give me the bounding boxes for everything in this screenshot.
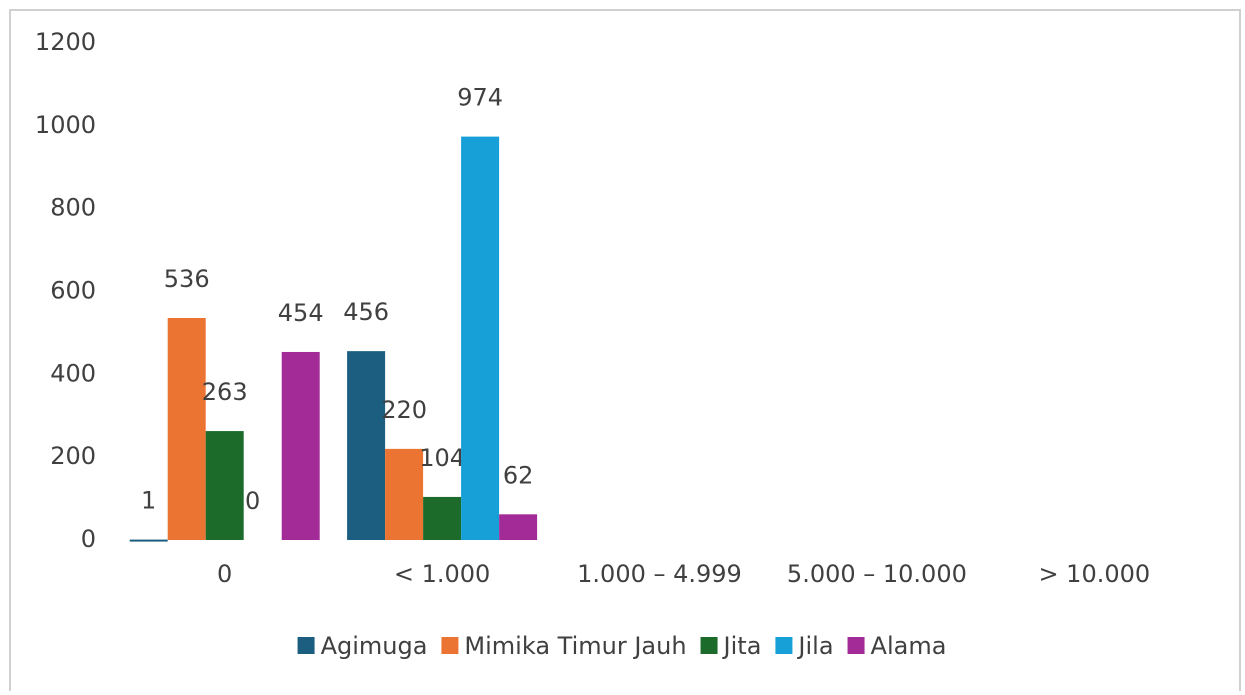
y-tick-label: 1200 — [35, 28, 96, 56]
x-tick-label: 0 — [217, 560, 232, 588]
legend-swatch — [775, 637, 793, 654]
data-label: 0 — [245, 487, 260, 515]
bar — [499, 514, 538, 540]
legend-label: Jita — [722, 632, 762, 660]
data-label: 536 — [164, 265, 210, 293]
bar — [205, 431, 244, 540]
y-tick-label: 0 — [81, 525, 96, 553]
data-label: 263 — [202, 378, 248, 406]
bar — [385, 448, 424, 540]
data-label: 220 — [381, 396, 427, 424]
x-tick-label: 5.000 – 10.000 — [787, 560, 967, 588]
data-label: 974 — [457, 84, 503, 112]
y-tick-label: 400 — [50, 359, 96, 387]
chart-frame — [9, 9, 1241, 695]
legend-label: Agimuga — [321, 632, 428, 660]
x-tick-label: < 1.000 — [394, 560, 490, 588]
y-tick-label: 600 — [50, 277, 96, 305]
data-label: 104 — [419, 444, 465, 472]
legend-swatch — [441, 637, 459, 654]
x-tick-label: 1.000 – 4.999 — [577, 560, 742, 588]
legend-label: Jila — [796, 632, 833, 660]
bar — [461, 136, 500, 540]
legend-swatch — [297, 637, 315, 654]
y-tick-label: 1000 — [35, 111, 96, 139]
data-label: 62 — [503, 461, 534, 489]
bar — [423, 496, 462, 540]
data-label: 454 — [278, 299, 324, 327]
legend-label: Mimika Timur Jauh — [464, 632, 686, 660]
bar — [347, 351, 386, 540]
bar — [281, 351, 320, 540]
data-label: 456 — [343, 298, 389, 326]
data-label: 1 — [141, 487, 156, 515]
bar — [129, 539, 168, 542]
legend-swatch — [847, 637, 865, 654]
x-tick-label: > 10.000 — [1038, 560, 1150, 588]
legend-label: Alama — [871, 632, 947, 660]
legend-swatch — [700, 637, 718, 654]
y-tick-label: 800 — [50, 194, 96, 222]
bar — [167, 318, 206, 540]
y-tick-label: 200 — [50, 442, 96, 470]
